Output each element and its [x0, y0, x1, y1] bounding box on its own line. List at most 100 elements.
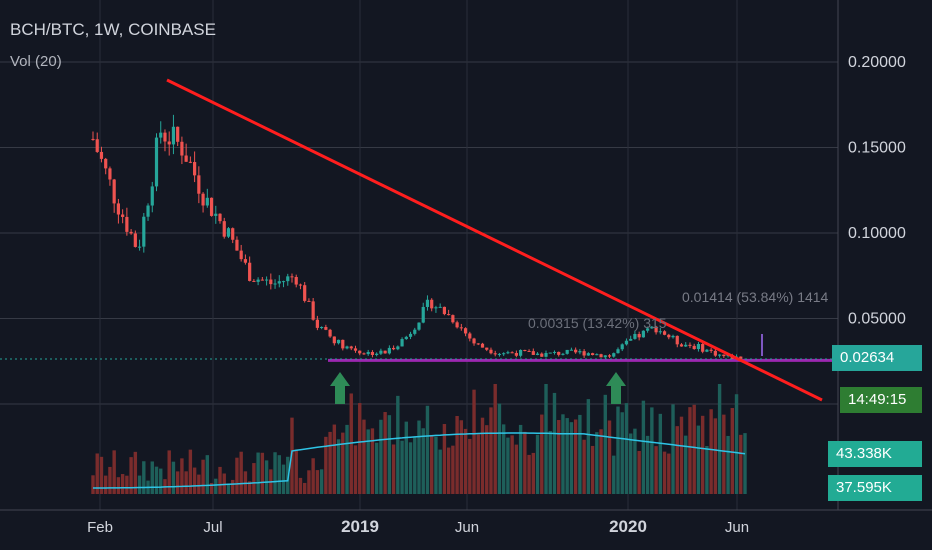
volume-bar — [552, 392, 557, 494]
candle-body — [459, 327, 463, 329]
volume-bar — [595, 432, 599, 494]
candle-body — [595, 354, 599, 356]
time-tick-label: 2019 — [341, 517, 379, 536]
candle-body — [341, 339, 345, 349]
volume-bar — [421, 428, 425, 494]
candle-body — [404, 336, 408, 340]
volume-bar — [476, 434, 480, 494]
volume-bar — [734, 394, 739, 494]
volume-bar — [696, 425, 701, 494]
volume-bar — [438, 449, 442, 494]
candle-body — [688, 344, 692, 346]
candle-body — [205, 197, 209, 206]
volume-bar — [455, 416, 459, 494]
volume-bar — [358, 403, 362, 494]
candle-body — [358, 350, 362, 354]
candle-body — [434, 307, 438, 309]
candle-body — [222, 221, 226, 237]
volume-bar — [379, 419, 383, 494]
volume-bar — [332, 424, 337, 494]
candle-body — [510, 352, 514, 354]
candle-body — [650, 326, 654, 329]
price-tick-label: 0.05000 — [848, 311, 906, 328]
candle-body — [485, 347, 489, 350]
volume-bar — [150, 461, 154, 494]
time-tick-label: Jul — [203, 519, 222, 536]
candle-body — [565, 349, 569, 354]
candle-body — [269, 279, 273, 285]
time-tick-label: Jun — [725, 519, 749, 536]
candle-body — [336, 339, 341, 344]
volume-bar — [104, 475, 108, 494]
candle-body — [112, 179, 116, 204]
volume-bar — [129, 457, 133, 494]
candle-body — [248, 262, 252, 281]
candle-body — [400, 339, 404, 347]
candle-body — [578, 351, 582, 353]
candle-body — [722, 354, 726, 357]
volume-bar — [641, 400, 646, 494]
volume-bar — [624, 403, 629, 494]
candle-body — [519, 349, 523, 356]
candle-body — [675, 335, 679, 345]
candle-body — [307, 300, 311, 302]
candle-body — [129, 231, 133, 234]
bar-countdown-tag: 14:49:15 — [840, 387, 922, 413]
candle-body — [646, 328, 650, 331]
candle-body — [493, 353, 497, 355]
volume-bar — [231, 479, 235, 494]
candle-body — [171, 126, 176, 145]
candle-body — [430, 299, 434, 309]
volume-bar — [463, 428, 468, 494]
volume-bar — [374, 442, 379, 494]
candle-body — [273, 283, 277, 285]
candle-body — [163, 132, 167, 142]
volume-bar — [700, 415, 705, 494]
volume-bar — [159, 468, 163, 494]
candle-body — [197, 175, 201, 194]
volume-bar — [307, 470, 311, 494]
volume-bar — [345, 424, 349, 494]
descending-trendline — [166, 78, 823, 402]
candle-body — [332, 336, 336, 344]
candle-body — [637, 333, 641, 338]
volume-bar — [171, 461, 176, 494]
volume-indicator-label[interactable]: Vol (20) — [10, 53, 62, 70]
volume-bar — [514, 444, 519, 494]
candle-body — [353, 348, 358, 351]
candle-body — [696, 344, 701, 350]
candle-body — [421, 306, 425, 323]
candle-body — [523, 349, 527, 351]
candle-body — [108, 168, 112, 180]
volume-bar — [506, 437, 510, 494]
time-tick-label: 2020 — [609, 517, 647, 536]
volume-bar — [586, 399, 591, 494]
symbol-title[interactable]: BCH/BTC, 1W, COINBASE — [10, 20, 216, 39]
candle-body — [366, 351, 370, 355]
candle-body — [671, 335, 675, 338]
candle-body — [188, 161, 192, 163]
volume-bar — [192, 467, 197, 494]
volume-bar — [142, 461, 146, 494]
volume-bar — [497, 403, 502, 494]
candle-body — [184, 155, 188, 162]
volume-bar — [633, 428, 637, 494]
volume-bar — [612, 455, 616, 494]
volume-bar — [709, 409, 713, 494]
candle-body — [121, 214, 125, 217]
volume-bar — [116, 477, 121, 494]
candle-body — [480, 343, 485, 348]
candle-body — [472, 338, 476, 344]
candle-body — [544, 352, 548, 357]
candle-body — [667, 334, 671, 338]
candle-body — [193, 162, 197, 176]
price-tick-label: 0.10000 — [848, 225, 906, 242]
volume-bar — [684, 435, 688, 494]
volume-bar — [404, 421, 408, 494]
candle-body — [176, 126, 180, 142]
candle-body — [243, 259, 248, 263]
volume-bar — [645, 435, 650, 494]
candle-body — [599, 354, 603, 358]
volume-bar — [99, 456, 104, 494]
